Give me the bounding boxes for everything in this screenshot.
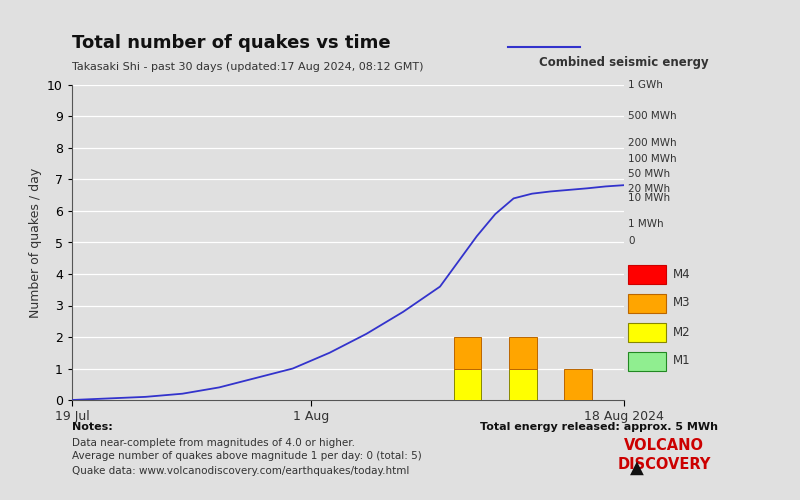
Text: 1 MWh: 1 MWh (628, 218, 664, 228)
Text: Notes:: Notes: (72, 422, 113, 432)
Text: M4: M4 (673, 268, 690, 280)
Text: 0: 0 (628, 236, 634, 246)
Bar (564, 368, 592, 400)
Text: Average number of quakes above magnitude 1 per day: 0 (total: 5): Average number of quakes above magnitude… (72, 451, 422, 461)
Text: 100 MWh: 100 MWh (628, 154, 677, 164)
Text: 1 GWh: 1 GWh (628, 80, 663, 90)
Text: Data near-complete from magnitudes of 4.0 or higher.: Data near-complete from magnitudes of 4.… (72, 438, 355, 448)
Text: 50 MWh: 50 MWh (628, 169, 670, 179)
Y-axis label: Number of quakes / day: Number of quakes / day (29, 168, 42, 318)
Text: Combined seismic energy: Combined seismic energy (539, 56, 709, 69)
Text: M2: M2 (673, 326, 690, 338)
Text: 500 MWh: 500 MWh (628, 112, 677, 122)
Text: 10 MWh: 10 MWh (628, 193, 670, 203)
Text: 20 MWh: 20 MWh (628, 184, 670, 194)
Bar (509, 368, 537, 400)
Text: M3: M3 (673, 296, 690, 310)
Bar (454, 368, 482, 400)
Bar (454, 337, 482, 368)
Bar (509, 337, 537, 368)
Text: 200 MWh: 200 MWh (628, 138, 677, 148)
Text: Total energy released: approx. 5 MWh: Total energy released: approx. 5 MWh (480, 422, 718, 432)
Text: M1: M1 (673, 354, 690, 368)
Text: Takasaki Shi - past 30 days (updated:17 Aug 2024, 08:12 GMT): Takasaki Shi - past 30 days (updated:17 … (72, 62, 423, 72)
Text: Quake data: www.volcanodiscovery.com/earthquakes/today.html: Quake data: www.volcanodiscovery.com/ear… (72, 466, 410, 476)
Text: Total number of quakes vs time: Total number of quakes vs time (72, 34, 390, 52)
Text: ▲: ▲ (630, 459, 644, 477)
Text: VOLCANO
DISCOVERY: VOLCANO DISCOVERY (618, 438, 710, 472)
